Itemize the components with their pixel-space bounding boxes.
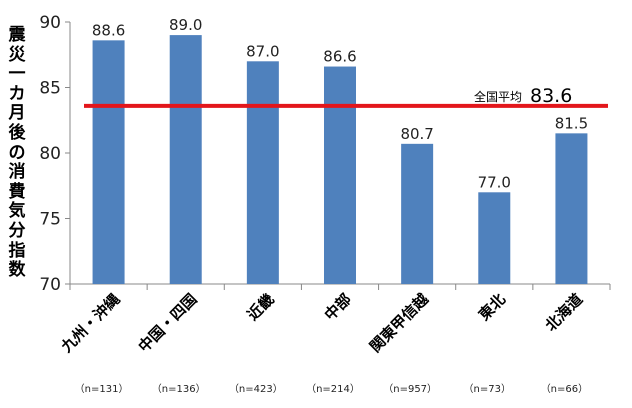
sample-size-label: （n=73） xyxy=(464,383,511,395)
bar xyxy=(246,61,279,284)
y-axis-title-char: カ xyxy=(8,83,26,104)
y-axis-title-char: 費 xyxy=(8,181,26,202)
x-category-label: 近畿 xyxy=(244,290,278,324)
bar xyxy=(478,192,511,284)
y-axis-title-char: 指 xyxy=(8,240,26,261)
bar-value-label: 89.0 xyxy=(169,16,202,34)
y-tick-label: 75 xyxy=(39,210,61,230)
x-category-label: 東北 xyxy=(475,290,509,324)
bar xyxy=(555,133,588,284)
sample-size-label: （n=214） xyxy=(306,383,360,395)
bar xyxy=(324,66,356,284)
bar-value-label: 87.0 xyxy=(246,42,279,60)
y-axis-title-char: 消 xyxy=(8,162,26,183)
y-axis-title-char: 災 xyxy=(8,44,26,65)
y-axis-title-char: 震 xyxy=(8,25,26,45)
y-tick-label: 70 xyxy=(39,275,61,295)
y-tick-label: 85 xyxy=(39,79,61,99)
sample-size-label: （n=66） xyxy=(541,383,588,395)
y-tick-label: 80 xyxy=(39,144,61,164)
y-axis-title-char: 後 xyxy=(8,122,26,143)
bar xyxy=(401,143,434,284)
bar-value-label: 81.5 xyxy=(555,114,588,132)
bar xyxy=(169,35,202,284)
x-category-label: 中国・四国 xyxy=(135,290,201,356)
bar-value-label: 80.7 xyxy=(400,125,433,143)
y-axis-title: 震災一カ月後の消費気分指数 xyxy=(5,25,29,281)
sample-size-label: （n=136） xyxy=(152,383,206,395)
x-category-label: 関東甲信越 xyxy=(366,289,432,355)
bar-value-label: 86.6 xyxy=(323,48,356,66)
average-line-label: 全国平均 xyxy=(474,89,522,104)
y-axis-title-char: 数 xyxy=(8,260,26,281)
bar xyxy=(92,40,125,285)
sample-size-label: （n=957） xyxy=(383,383,437,395)
y-axis-title-char: 一 xyxy=(8,64,26,85)
x-category-label: 北海道 xyxy=(542,290,587,335)
y-axis-title-char: 分 xyxy=(8,220,26,241)
bar-value-label: 77.0 xyxy=(478,173,511,191)
y-tick-label: 90 xyxy=(39,13,61,33)
average-line-value: 83.6 xyxy=(530,85,572,107)
sample-size-label: （n=131） xyxy=(75,383,129,395)
sample-size-label: （n=423） xyxy=(229,383,283,395)
y-axis-title-char: 気 xyxy=(8,201,26,222)
y-axis-title-char: 月 xyxy=(8,103,26,124)
x-category-label: 中部 xyxy=(321,290,355,324)
bar-value-label: 88.6 xyxy=(92,21,125,39)
y-axis-title-char: の xyxy=(8,142,26,163)
x-category-label: 九州・沖縄 xyxy=(57,290,123,356)
